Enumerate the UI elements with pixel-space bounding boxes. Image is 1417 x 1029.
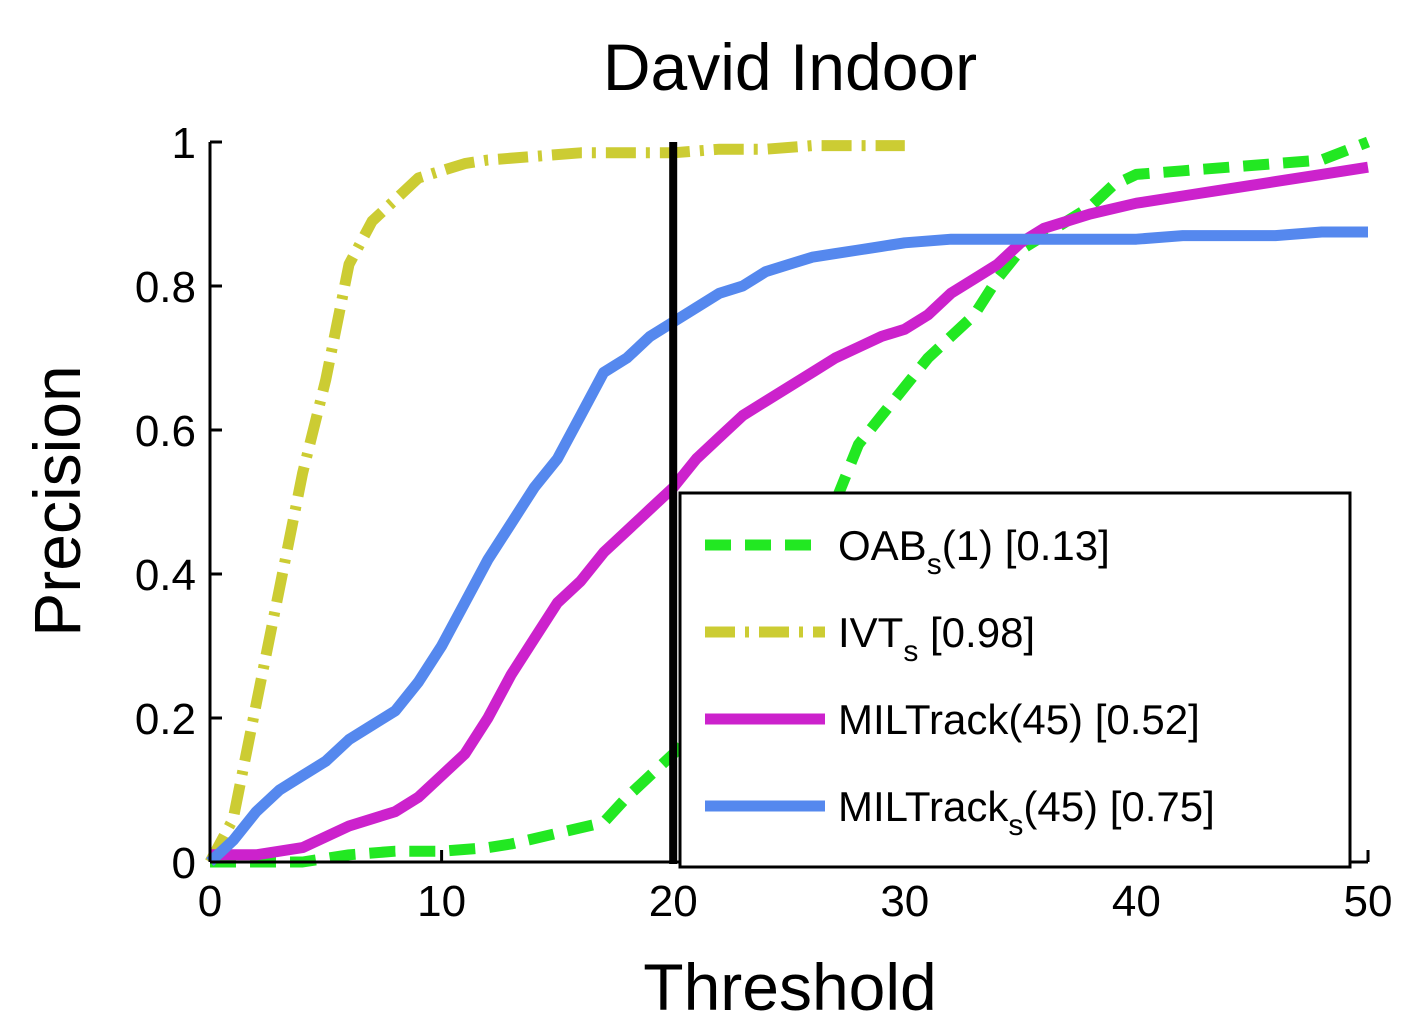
x-tick-label: 50 — [1344, 877, 1393, 926]
x-tick-label: 10 — [417, 877, 466, 926]
y-tick-label: 0.8 — [135, 263, 196, 312]
threshold-reference-line — [669, 142, 678, 864]
legend-label-ivt: IVTs [0.98] — [838, 609, 1035, 668]
x-tick-label: 40 — [1112, 877, 1161, 926]
x-tick-label: 30 — [880, 877, 929, 926]
x-tick-label: 20 — [649, 877, 698, 926]
y-axis-label: Precision — [20, 365, 94, 636]
legend-label-mil: MILTrack(45) [0.52] — [838, 696, 1200, 743]
chart-title: David Indoor — [603, 30, 977, 104]
series-line-ivt — [205, 140, 905, 865]
x-axis-label: Threshold — [643, 950, 937, 1024]
y-tick-label: 0 — [172, 839, 196, 888]
y-tick-label: 1 — [172, 119, 196, 168]
legend-label-mils: MILTracks(45) [0.75] — [838, 783, 1215, 842]
series-line-mil — [210, 161, 1369, 861]
legend-label-oab: OABs(1) [0.13] — [838, 522, 1110, 581]
y-tick-label: 0.2 — [135, 695, 196, 744]
legend: OABs(1) [0.13] IVTs [0.98] MILTrack(45) [0… — [678, 491, 1352, 869]
y-tick-label: 0.6 — [135, 407, 196, 456]
x-tick-label: 0 — [198, 877, 222, 926]
y-tick-label: 0.4 — [135, 551, 196, 600]
